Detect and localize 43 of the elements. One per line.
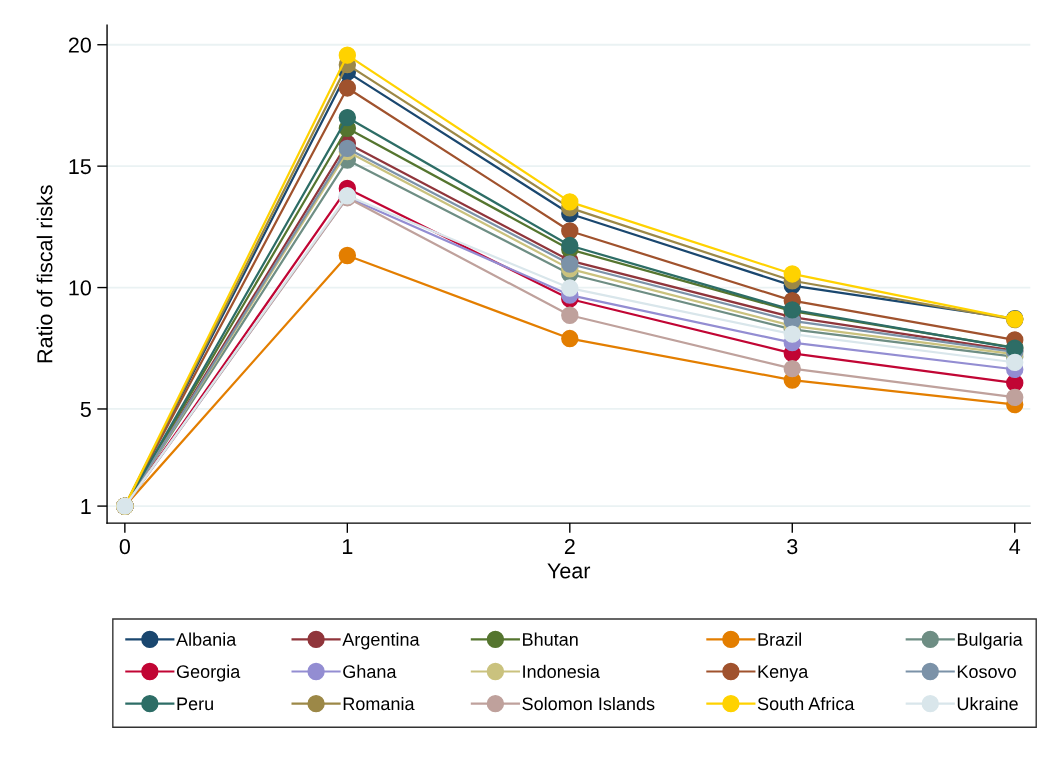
legend-label: Kenya <box>758 665 809 682</box>
point <box>1006 353 1024 372</box>
point <box>783 265 801 283</box>
legend-label: South Africa <box>757 696 855 711</box>
point <box>561 306 579 324</box>
point <box>561 329 579 348</box>
point <box>1006 388 1024 406</box>
legend-label: Georgia <box>176 664 241 682</box>
y-tick-label: 5 <box>80 401 91 417</box>
y-axis-title: Ratio of fiscal risks <box>36 185 53 363</box>
x-tick-label: 4 <box>1009 539 1021 554</box>
point <box>561 222 579 240</box>
x-tick-label: 2 <box>564 538 575 554</box>
point <box>783 325 801 343</box>
legend-label: Romania <box>343 696 415 711</box>
point <box>338 79 357 97</box>
point <box>561 255 579 273</box>
x-tick-label: 1 <box>342 539 353 554</box>
legend-label: Kosovo <box>957 665 1016 679</box>
legend-label: Bhutan <box>523 632 578 646</box>
point <box>338 108 357 127</box>
x-axis-title: Year <box>547 563 591 579</box>
point <box>783 359 801 378</box>
legend-label: Bulgaria <box>957 632 1023 650</box>
legend-label: Argentina <box>342 632 420 650</box>
y-tick-label: 15 <box>69 159 91 175</box>
point <box>561 279 579 297</box>
x-tick-label: 0 <box>119 538 130 555</box>
legend-label: Albania <box>176 632 237 646</box>
legend-label: Indonesia <box>523 664 600 679</box>
point <box>338 246 357 265</box>
y-tick-label: 1 <box>81 499 91 514</box>
point <box>561 193 579 211</box>
legend-label: Brazil <box>758 632 801 646</box>
legend-label: Solomon Islands <box>522 696 655 711</box>
legend-label: Ghana <box>343 664 397 679</box>
legend-label: Ukraine <box>957 696 1018 711</box>
point <box>338 46 357 64</box>
legend-label: Peru <box>177 697 213 711</box>
point <box>561 236 579 255</box>
x-tick-label: 3 <box>787 538 798 555</box>
y-tick-label: 20 <box>68 37 91 53</box>
y-tick-label: 10 <box>69 280 91 296</box>
